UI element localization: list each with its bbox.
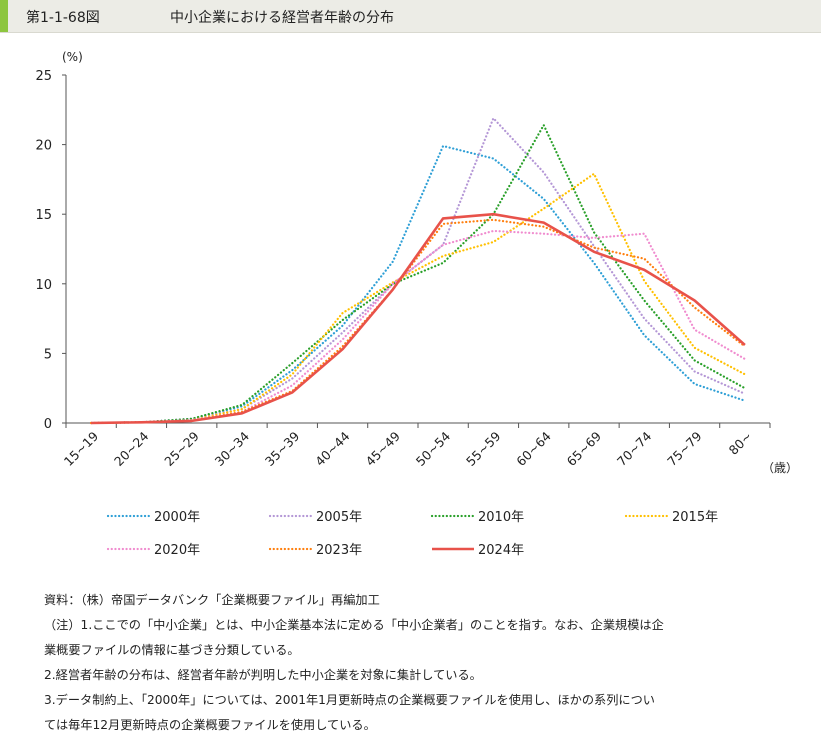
x-tick-label: 25~29 — [161, 428, 202, 469]
note-line: ては毎年12月更新時点の企業概要ファイルを使用している。 — [44, 718, 376, 732]
chart-legend: 2000年 2005年 2010年 2015年 2020年 2023年 2024年 — [106, 510, 718, 558]
figure-label: 第1-1-68図 — [26, 10, 100, 26]
legend-item: 2020年 — [106, 543, 200, 558]
legend-label: 2020年 — [154, 543, 200, 558]
note-line: （注）1.ここでの「中小企業」とは、中小企業基本法に定める「中小企業者」のことを… — [44, 618, 664, 632]
legend-item: 2000年 — [106, 510, 200, 525]
legend-item: 2023年 — [268, 543, 362, 558]
legend-label: 2024年 — [478, 543, 524, 558]
x-tick-label: 35~39 — [262, 428, 303, 469]
x-tick-label: 65~69 — [564, 428, 605, 469]
note-line: 2.経営者年齢の分布は、経営者年齢が判明した中小企業を対象に集計している。 — [44, 668, 482, 682]
legend-label: 2000年 — [154, 510, 200, 525]
chart-axes: 0 5 10 15 20 25 15~19 20~24 25~29 30~34 35~39 40~44… — [35, 69, 771, 469]
series-line-2005年 — [89, 117, 747, 425]
legend-item: 2005年 — [268, 510, 362, 525]
x-tick-label: 15~19 — [61, 428, 102, 469]
series-line-2010年 — [89, 123, 747, 425]
header-accent-bar — [0, 0, 8, 32]
x-tick-label: 45~49 — [362, 428, 403, 469]
y-tick-label: 20 — [35, 139, 52, 154]
x-tick-label: 75~79 — [664, 428, 705, 469]
x-tick-label: 55~59 — [463, 428, 504, 469]
figure-header: 第1-1-68図 中小企業における経営者年齢の分布 — [0, 0, 821, 33]
y-tick-label: 25 — [35, 69, 52, 84]
note-line: 3.データ制約上、「2000年」については、2001年1月更新時点の企業概要ファ… — [44, 693, 655, 707]
footnotes: 資料：（株）帝国データバンク「企業概要ファイル」再編加工 （注）1.ここでの「中… — [44, 588, 804, 738]
y-axis-unit-label: (%) — [62, 50, 83, 64]
x-tick-label: 40~44 — [312, 428, 353, 469]
x-tick-label: 30~34 — [212, 428, 253, 469]
legend-item: 2015年 — [624, 510, 718, 525]
series-line-2000年 — [89, 144, 747, 425]
note-line: 業概要ファイルの情報に基づき分類している。 — [44, 643, 300, 657]
legend-label: 2010年 — [478, 510, 524, 525]
y-tick-label: 15 — [35, 208, 52, 223]
x-tick-label: 50~54 — [413, 428, 454, 469]
x-tick-label: 80~ — [726, 429, 755, 458]
legend-label: 2023年 — [316, 543, 362, 558]
y-tick-label: 0 — [44, 417, 52, 432]
x-axis-unit-label: （歳） — [762, 461, 798, 475]
x-tick-label: 20~24 — [111, 428, 152, 469]
legend-item: 2024年 — [432, 543, 524, 558]
series-line-2020年 — [89, 229, 747, 425]
series-layer — [89, 117, 747, 425]
legend-item: 2010年 — [430, 510, 524, 525]
legend-label: 2015年 — [672, 510, 718, 525]
legend-label: 2005年 — [316, 510, 362, 525]
series-line-2024年 — [91, 212, 746, 425]
source-note: 資料：（株）帝国データバンク「企業概要ファイル」再編加工 — [44, 593, 380, 607]
y-tick-label: 5 — [44, 347, 52, 362]
figure-title: 中小企業における経営者年齢の分布 — [170, 10, 394, 26]
x-tick-label: 70~74 — [614, 428, 655, 469]
series-line-2015年 — [89, 172, 747, 425]
x-tick-label: 60~64 — [513, 428, 554, 469]
y-tick-label: 10 — [35, 278, 52, 293]
